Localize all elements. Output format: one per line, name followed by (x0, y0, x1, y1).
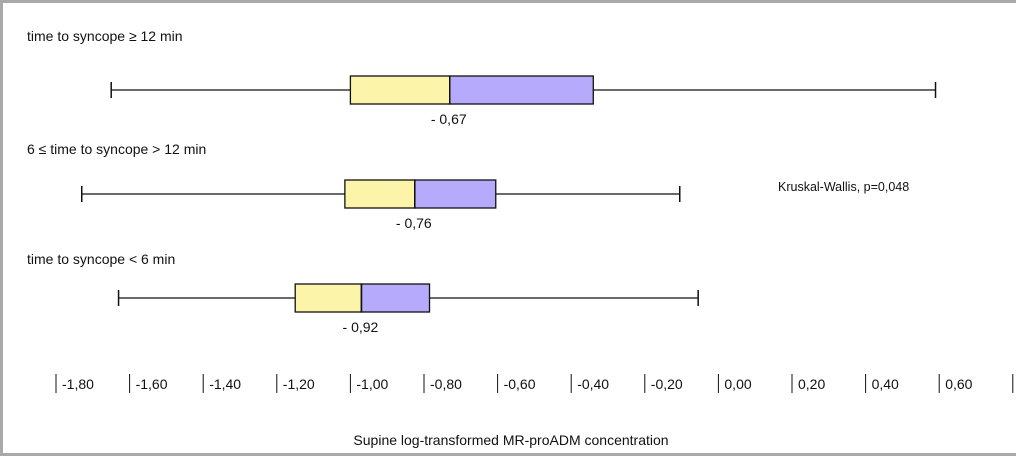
box-lower-quartile (344, 179, 416, 209)
kruskal-wallis-annotation: Kruskal-Wallis, p=0,048 (778, 180, 909, 194)
x-tick-label: 0,40 (872, 376, 899, 392)
group-label: time to syncope < 6 min (27, 251, 175, 267)
median-label: - 0,92 (343, 319, 379, 335)
x-tick-label: 0,00 (724, 376, 751, 392)
box-upper-quartile (360, 283, 431, 313)
x-axis-title: Supine log-transformed MR-proADM concent… (353, 432, 668, 448)
x-tick-label: 0,20 (798, 376, 825, 392)
group-label: time to syncope ≥ 12 min (27, 28, 183, 44)
median-label: - 0,76 (396, 215, 432, 231)
x-tick-label: -1,60 (136, 376, 168, 392)
box-lower-quartile (294, 283, 363, 313)
x-tick-label: -1,80 (62, 376, 94, 392)
x-tick-label: -0,60 (504, 376, 536, 392)
x-tick-label: 0,60 (945, 376, 972, 392)
x-tick-label: -0,20 (651, 376, 683, 392)
boxplot-chart: Kruskal-Wallis, p=0,048 Supine log-trans… (27, 28, 1014, 448)
x-tick-label: -1,20 (283, 376, 315, 392)
x-tick-label: -1,40 (209, 376, 241, 392)
x-tick-label: -0,40 (577, 376, 609, 392)
median-label: - 0,67 (431, 111, 467, 127)
x-tick-label: -0,80 (430, 376, 462, 392)
box-upper-quartile (449, 75, 594, 105)
group-label: 6 ≤ time to syncope > 12 min (27, 141, 206, 157)
box-lower-quartile (349, 75, 451, 105)
box-upper-quartile (414, 179, 497, 209)
x-tick-label: -1,00 (356, 376, 388, 392)
